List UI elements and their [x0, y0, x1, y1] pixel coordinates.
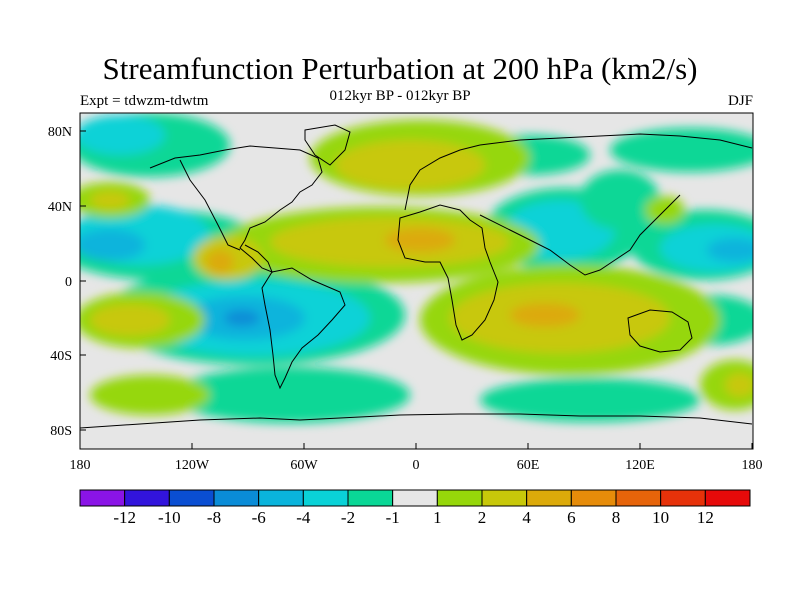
colorbar-label: -10	[158, 508, 181, 527]
colorbar-swatch	[436, 489, 483, 507]
colorbar-label: -2	[341, 508, 355, 527]
coastlines	[80, 124, 753, 429]
experiment-label: Expt = tdwzm-tdwtm	[80, 93, 209, 109]
colorbar-label: 10	[652, 508, 669, 527]
lat-tick-label: 40S	[50, 349, 72, 364]
colorbar-label: 12	[697, 508, 714, 527]
lon-tick-label: 180	[742, 458, 763, 473]
colorbar-swatch	[660, 489, 706, 507]
lon-tick-label: 180	[70, 458, 91, 473]
lat-tick-label: 80S	[50, 424, 72, 439]
period-subtitle: 012kyr BP - 012kyr BP	[329, 88, 471, 104]
colorbar-swatch	[168, 489, 215, 507]
colorbar-swatch	[481, 489, 528, 507]
colorbar-label: -12	[113, 508, 136, 527]
colorbar-label: -8	[207, 508, 221, 527]
season-label: DJF	[727, 93, 753, 109]
colorbar-label: -6	[252, 508, 266, 527]
colorbar-swatch	[213, 489, 260, 507]
colorbar-label: 4	[522, 508, 531, 527]
plot-title: Streamfunction Perturbation at 200 hPa (…	[102, 51, 698, 86]
colorbar-swatch	[570, 489, 617, 507]
lon-tick-label: 60E	[517, 458, 540, 473]
lat-tick-label: 80N	[48, 125, 72, 140]
lon-tick-label: 120E	[625, 458, 655, 473]
colorbar-label: 6	[567, 508, 576, 527]
colorbar-label: 1	[433, 508, 442, 527]
lon-tick-label: 120W	[175, 458, 210, 473]
colorbar-swatch	[124, 489, 170, 507]
colorbar-swatch	[79, 489, 126, 507]
lat-tick-label: 40N	[48, 200, 72, 215]
lon-tick-label: 0	[413, 458, 420, 473]
colorbar: -12 -10 -8 -6 -4 -2 -1 1 2 4 6 8 10 12	[79, 489, 751, 527]
lon-tick-label: 60W	[290, 458, 318, 473]
colorbar-swatch	[526, 489, 572, 507]
colorbar-swatch	[258, 489, 304, 507]
lat-tick-label: 0	[65, 275, 72, 290]
colorbar-swatch	[302, 489, 349, 507]
colorbar-label: -1	[386, 508, 400, 527]
colorbar-swatch	[347, 489, 394, 507]
streamfunction-field	[80, 113, 753, 449]
colorbar-swatch	[615, 489, 662, 507]
axis-ticks	[79, 130, 753, 449]
colorbar-swatch	[392, 489, 438, 507]
colorbar-swatch	[704, 489, 751, 507]
colorbar-label: 2	[478, 508, 487, 527]
colorbar-label: -4	[296, 508, 311, 527]
colorbar-label: 8	[612, 508, 621, 527]
